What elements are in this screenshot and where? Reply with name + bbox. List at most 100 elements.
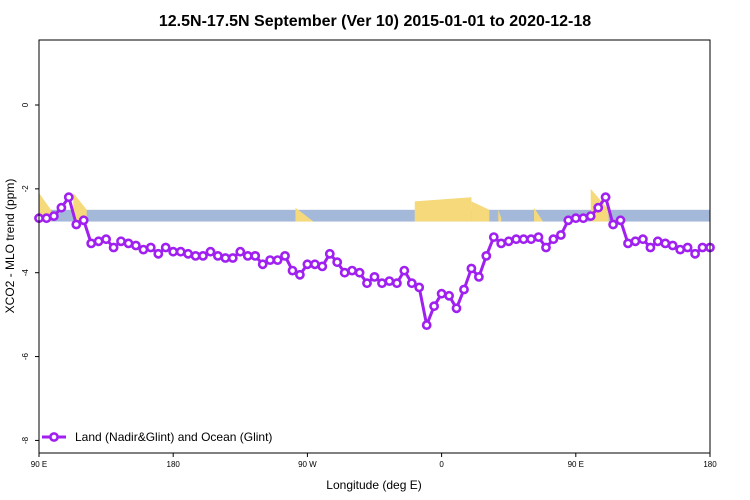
data-point <box>280 250 290 261</box>
data-point <box>608 219 618 230</box>
data-point <box>630 236 641 247</box>
x-axis: 90 E 180 90 W 0 90 E 180 <box>31 453 717 469</box>
data-point <box>130 240 141 251</box>
data-point <box>108 242 119 253</box>
data-point <box>436 288 447 299</box>
data-point <box>235 246 246 257</box>
data-point <box>444 290 454 301</box>
data-point <box>667 240 678 251</box>
data-point <box>71 219 82 230</box>
data-point <box>78 215 89 226</box>
x-tick-label: 90 E <box>568 460 584 469</box>
data-point <box>548 234 559 245</box>
coverage-band <box>39 188 710 222</box>
data-point <box>183 248 193 259</box>
y-axis: 0 -2 -4 -6 -8 <box>21 102 39 444</box>
data-point <box>429 301 439 312</box>
data-point <box>466 263 477 274</box>
land-segment-6 <box>534 207 543 222</box>
data-point <box>93 236 104 247</box>
data-point <box>556 230 566 240</box>
data-point <box>160 242 171 253</box>
data-point <box>593 202 604 213</box>
x-tick-label: 180 <box>167 460 181 469</box>
data-point <box>690 248 700 259</box>
y-tick-label: -2 <box>21 185 30 193</box>
data-point <box>414 282 425 293</box>
data-point <box>488 232 499 242</box>
ocean-band <box>39 209 710 222</box>
data-point <box>287 265 298 276</box>
data-point <box>317 261 328 272</box>
y-tick-label: -4 <box>21 269 30 277</box>
land-segment-5 <box>498 209 502 222</box>
data-point <box>265 255 275 265</box>
data-point <box>503 236 514 247</box>
series-layer <box>34 192 715 330</box>
data-point <box>168 246 179 257</box>
y-tick-label: 0 <box>21 102 30 107</box>
data-point <box>56 202 67 213</box>
data-point <box>354 267 365 278</box>
data-point <box>645 242 656 253</box>
land-segment-4 <box>471 201 490 222</box>
data-point <box>49 211 59 221</box>
legend-marker-swatch <box>49 432 59 442</box>
land-segment-2 <box>295 207 314 222</box>
data-point <box>198 250 208 261</box>
data-point <box>227 253 238 263</box>
data-point <box>421 320 432 330</box>
y-tick-label: -8 <box>21 436 30 444</box>
data-point <box>406 278 417 289</box>
data-point <box>638 234 648 245</box>
data-point <box>324 248 335 259</box>
data-point <box>384 276 395 286</box>
data-point <box>615 215 626 226</box>
data-point <box>585 211 596 221</box>
data-point <box>459 284 469 295</box>
data-point <box>391 278 402 289</box>
data-point <box>533 232 544 242</box>
chart-title: 12.5N-17.5N September (Ver 10) 2015-01-0… <box>159 13 591 30</box>
data-point <box>652 236 663 247</box>
x-tick-label: 90 W <box>298 460 317 469</box>
data-point <box>153 248 164 259</box>
data-point <box>570 213 581 224</box>
data-point <box>362 278 372 289</box>
data-point <box>496 238 507 249</box>
data-point <box>600 192 611 203</box>
land-segment-3 <box>414 197 472 222</box>
data-point <box>101 234 111 245</box>
data-point <box>473 271 484 282</box>
plot-frame <box>38 39 711 454</box>
data-point <box>212 250 223 261</box>
data-point <box>347 265 357 276</box>
data-point <box>294 269 305 280</box>
y-axis-label: XCO2 - MLO trend (ppm) <box>3 179 17 314</box>
data-point <box>481 250 492 261</box>
data-point <box>541 242 551 253</box>
x-tick-label: 180 <box>703 460 717 469</box>
y-tick-label: -6 <box>21 352 30 360</box>
data-point <box>116 236 126 247</box>
data-point <box>272 255 283 265</box>
data-point <box>257 259 268 270</box>
data-point <box>332 257 343 268</box>
legend-label: Land (Nadir&Glint) and Ocean (Glint) <box>75 430 272 444</box>
data-point <box>369 271 380 282</box>
data-point <box>205 246 216 257</box>
data-point <box>451 303 462 314</box>
land-segment-1 <box>73 193 87 222</box>
x-axis-label: Longitude (deg E) <box>326 478 421 492</box>
plot-area <box>34 39 715 454</box>
data-point <box>697 242 708 253</box>
data-point <box>518 234 529 245</box>
data-point <box>63 192 74 203</box>
legend: Land (Nadir&Glint) and Ocean (Glint) <box>42 430 272 444</box>
data-point <box>145 242 156 253</box>
data-point <box>250 250 261 261</box>
x-tick-label: 90 E <box>31 460 47 469</box>
x-tick-label: 0 <box>439 460 444 469</box>
data-point <box>682 242 693 253</box>
